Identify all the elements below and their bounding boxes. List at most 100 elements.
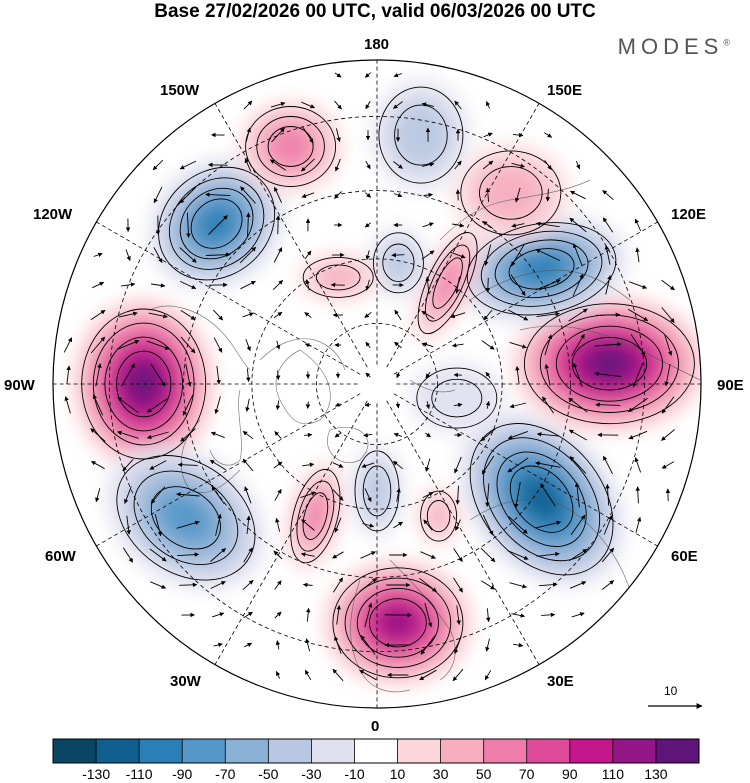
colorbar-swatch <box>96 739 140 763</box>
wind-arrow <box>507 430 528 440</box>
anomaly-bering-low <box>372 79 470 191</box>
wind-arrow <box>245 398 250 412</box>
wind-arrow <box>455 485 460 505</box>
wind-arrow <box>574 482 580 508</box>
lon-label-60w: 60W <box>45 548 76 565</box>
wind-arrow <box>364 72 371 78</box>
wind-arrow <box>393 432 403 438</box>
wind-arrow <box>454 456 462 474</box>
wind-arrow <box>485 187 490 202</box>
geopotential-contours <box>81 86 695 679</box>
wind-arrow <box>117 396 139 414</box>
wind-arrow <box>452 223 465 228</box>
wind-arrow <box>364 222 372 228</box>
contour-line <box>523 303 695 425</box>
colorbar-swatch <box>225 739 269 763</box>
brand-text: MODES <box>617 34 724 59</box>
wind-arrow <box>240 186 256 204</box>
wind-arrow <box>273 247 283 263</box>
wind-arrow <box>455 276 460 294</box>
contour-laptev-low <box>416 367 498 429</box>
colorbar-swatch <box>354 739 398 763</box>
wind-arrow <box>603 455 613 475</box>
lon-label-120w: 120W <box>33 206 73 223</box>
wind-arrow <box>244 158 252 172</box>
wind-arrow <box>245 368 251 383</box>
colorbar <box>52 738 700 764</box>
wind-arrow <box>334 72 342 78</box>
wind-arrow <box>572 362 583 388</box>
wind-arrow <box>420 635 436 655</box>
lon-label-60e: 60E <box>671 548 698 565</box>
meridian-line <box>393 221 658 375</box>
wind-arrow <box>535 221 560 228</box>
colorbar-tick-label: 50 <box>475 766 492 782</box>
wind-arrow <box>301 101 316 109</box>
contour-arctic-low-a <box>372 232 424 294</box>
wind-arrow <box>509 582 527 589</box>
wind-arrow <box>146 397 169 413</box>
wind-arrow <box>450 312 466 319</box>
wind-arrow <box>305 401 311 409</box>
wind-arrow <box>511 223 525 228</box>
wind-arrow <box>393 101 403 109</box>
anomaly-band <box>517 253 566 284</box>
colorbar-swatch <box>526 739 571 763</box>
wind-arrow <box>91 460 105 470</box>
colorbar-tick-label: -90 <box>172 766 193 782</box>
colorbar-swatch <box>569 739 614 763</box>
contour-line <box>378 86 464 184</box>
wind-arrow <box>535 461 561 468</box>
wind-arrow <box>305 607 311 622</box>
wind-arrow <box>450 251 466 259</box>
wind-arrow <box>425 371 431 379</box>
anomaly-band <box>380 241 417 284</box>
wind-arrow <box>568 397 588 413</box>
wind-arrow <box>596 312 621 318</box>
wind-arrow <box>365 341 371 349</box>
colorbar-swatch <box>53 739 97 763</box>
colorbar-tick-label: 90 <box>562 766 578 782</box>
wind-arrow <box>419 577 437 593</box>
wind-arrow <box>425 432 431 438</box>
contour-gulf-alaska-high <box>245 106 337 187</box>
contour-line <box>426 500 451 533</box>
wind-arrow <box>332 462 344 468</box>
wind-arrow <box>122 458 134 472</box>
wind-arrow <box>480 547 496 563</box>
contour-line <box>372 232 424 294</box>
wind-arrow <box>122 547 134 563</box>
wind-arrow <box>334 100 342 110</box>
wind-arrow <box>211 485 225 504</box>
wind-arrow <box>421 250 435 260</box>
colorbar-tick-label: -130 <box>82 766 111 782</box>
wind-arrow <box>393 72 403 78</box>
wind-arrow <box>275 340 281 350</box>
wind-arrow <box>542 396 554 414</box>
lon-label-30e: 30E <box>547 673 574 690</box>
contour-kara-high <box>420 490 458 542</box>
contour-line <box>571 336 648 391</box>
anomaly-arctic-high-a <box>413 225 482 342</box>
wind-arrow <box>244 486 252 504</box>
anomaly-band <box>475 163 547 223</box>
wind-arrow <box>334 191 342 199</box>
contour-line <box>332 567 464 679</box>
wind-arrow <box>485 638 490 652</box>
wind-arrow <box>535 248 561 262</box>
wind-arrow <box>627 308 649 322</box>
wind-arrow <box>511 162 525 168</box>
anomaly-kara-high <box>417 487 460 545</box>
wind-arrow <box>629 281 648 289</box>
wind-arrow <box>152 159 164 171</box>
lon-label-180: 180 <box>364 36 390 53</box>
wind-arrow <box>364 488 372 503</box>
wind-arrow <box>210 431 225 439</box>
anomaly-band <box>521 478 562 521</box>
wind-arrow <box>305 279 310 291</box>
wind-arrow <box>246 515 251 535</box>
wind-arrow <box>332 551 344 559</box>
wind-arrow <box>361 462 375 468</box>
wind-arrow <box>602 189 614 201</box>
